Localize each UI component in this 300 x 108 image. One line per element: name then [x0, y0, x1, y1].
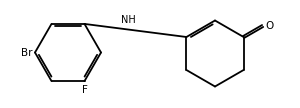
Text: NH: NH [121, 15, 136, 25]
Text: F: F [82, 85, 87, 95]
Text: Br: Br [20, 48, 32, 57]
Text: O: O [266, 21, 274, 31]
